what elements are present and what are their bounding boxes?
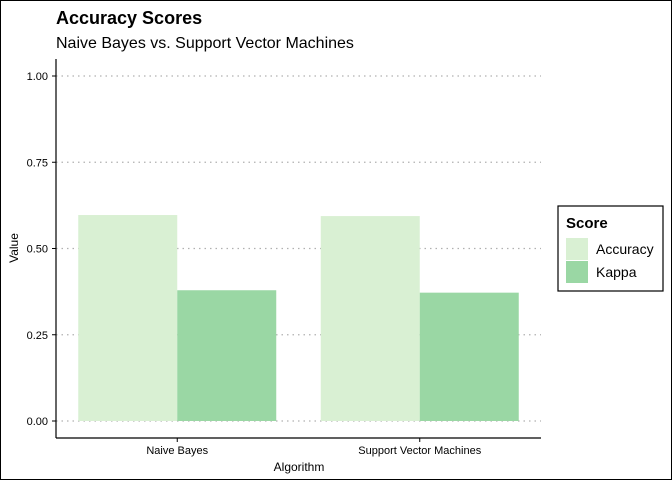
axes <box>52 59 541 442</box>
legend-label-kappa: Kappa <box>596 264 637 280</box>
bars <box>78 215 519 421</box>
chart-title: Accuracy Scores <box>56 8 202 28</box>
legend-title: Score <box>566 215 608 232</box>
legend-label-accuracy: Accuracy <box>596 241 654 257</box>
bar-kappa-0 <box>177 290 277 421</box>
legend-swatch-kappa <box>566 261 588 283</box>
y-tick-labels: 0.00 0.25 0.50 0.75 1.00 <box>27 71 48 428</box>
bar-kappa-1 <box>419 292 519 421</box>
x-tick-labels: Naive Bayes Support Vector Machines <box>146 445 481 457</box>
y-tick-label: 0.25 <box>27 330 48 342</box>
y-tick-label: 1.00 <box>27 71 48 83</box>
bar-accuracy-0 <box>78 215 178 421</box>
y-tick-label: 0.50 <box>27 244 48 256</box>
bar-accuracy-1 <box>320 216 420 421</box>
chart-subtitle: Naive Bayes vs. Support Vector Machines <box>56 35 354 52</box>
grid-lines <box>56 75 541 422</box>
x-tick-label: Naive Bayes <box>146 445 208 457</box>
legend: Score Accuracy Kappa <box>557 205 664 292</box>
x-tick-label: Support Vector Machines <box>358 445 481 457</box>
x-axis-title: Algorithm <box>274 460 325 474</box>
legend-swatch-accuracy <box>566 238 588 260</box>
y-tick-label: 0.00 <box>27 416 48 428</box>
y-axis-title: Value <box>7 233 21 263</box>
y-tick-label: 0.75 <box>27 157 48 169</box>
